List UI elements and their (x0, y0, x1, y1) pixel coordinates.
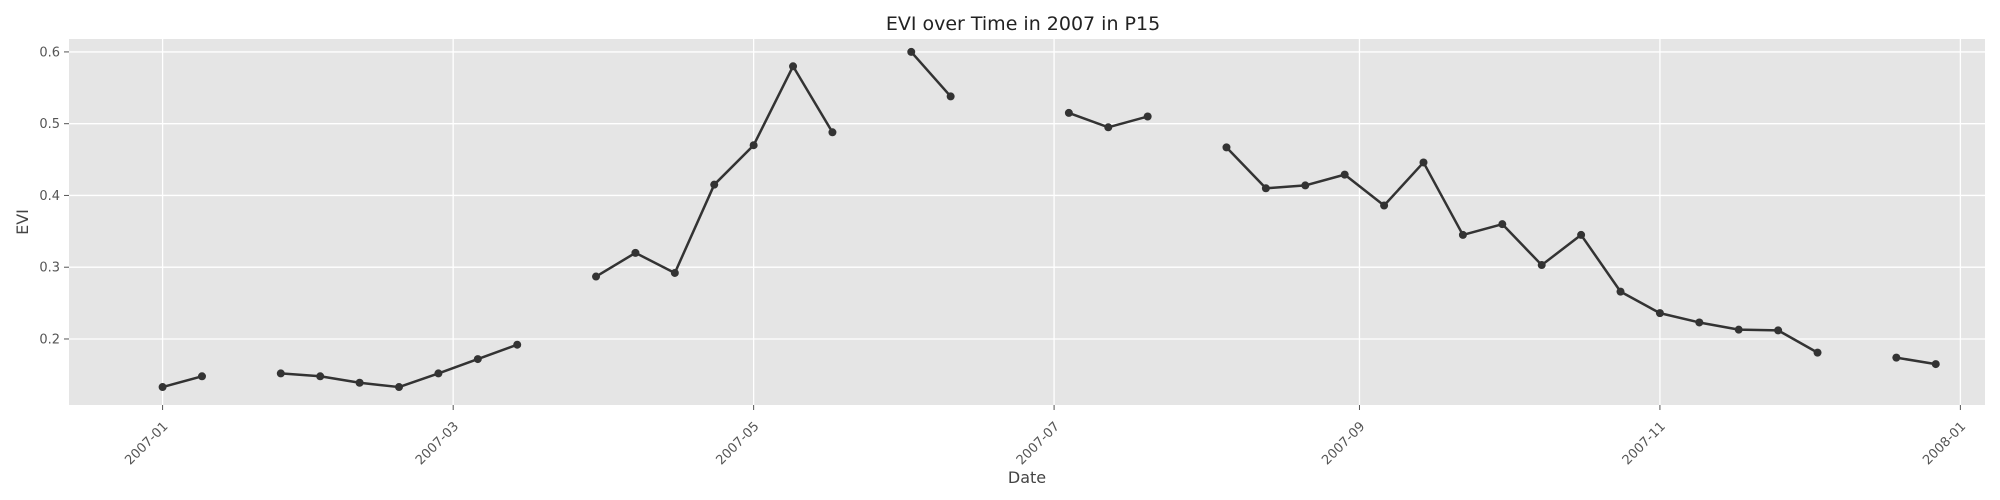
x-tick-label: 2008-01 (1920, 419, 1969, 468)
data-point (1577, 230, 1586, 239)
x-tick-label: 2007-01 (122, 419, 171, 468)
data-point (789, 62, 798, 71)
y-tick-label: 0.3 (39, 261, 60, 276)
data-point (749, 141, 758, 150)
y-tick-label: 0.5 (39, 117, 60, 132)
data-point (1301, 181, 1310, 190)
data-point (1616, 287, 1625, 296)
x-tick-label: 2007-03 (413, 419, 462, 468)
data-point (513, 340, 522, 349)
data-point (1458, 230, 1467, 239)
data-point (1537, 261, 1546, 270)
data-point (1892, 353, 1901, 362)
data-point (434, 369, 443, 378)
grid-lines (69, 39, 1985, 405)
y-axis-label: EVI (13, 209, 32, 235)
data-point (1222, 143, 1231, 152)
x-tick-label: 2007-11 (1620, 419, 1669, 468)
series-line-segment (910, 51, 952, 98)
data-point (158, 383, 167, 392)
data-point (197, 372, 206, 381)
data-point (1931, 360, 1940, 369)
x-tick-label: 2007-05 (713, 419, 762, 468)
data-point (946, 92, 955, 101)
x-axis-label: Date (1008, 468, 1046, 487)
data-point (1655, 309, 1664, 318)
data-point (828, 128, 837, 137)
series-line-segment (1225, 146, 1819, 354)
data-point (355, 378, 364, 387)
y-tick-label: 0.6 (39, 45, 60, 60)
data-point (1261, 184, 1270, 193)
x-axis-ticks: 2007-01 2007-03 2007-05 2007-07 2007-09 2007-… (122, 405, 1969, 468)
data-point (1340, 170, 1349, 179)
series-line-segment (1896, 356, 1936, 366)
data-point (1695, 318, 1704, 327)
data-point (631, 248, 640, 257)
x-tick-label: 2007-07 (1014, 419, 1063, 468)
data-point (1419, 158, 1428, 167)
data-point (316, 372, 325, 381)
y-axis-ticks: 0.2 0.3 0.4 0.5 0.6 (39, 45, 69, 347)
data-series (158, 47, 1940, 392)
y-tick-label: 0.2 (39, 332, 60, 347)
data-point (1104, 123, 1113, 132)
data-point (1774, 326, 1783, 335)
y-tick-label: 0.4 (39, 189, 60, 204)
data-point (1143, 112, 1152, 121)
data-point (1380, 201, 1389, 210)
data-point (1498, 220, 1507, 229)
data-point (276, 369, 285, 378)
data-point (710, 180, 719, 189)
data-point (592, 272, 601, 281)
series-line-segment (162, 375, 203, 389)
data-point (1734, 325, 1743, 334)
plot-area (69, 39, 1985, 405)
data-point (395, 383, 404, 392)
x-tick-label: 2007-09 (1319, 419, 1368, 468)
chart-title: EVI over Time in 2007 in P15 (886, 13, 1160, 35)
data-point (670, 268, 679, 277)
data-point (1064, 108, 1073, 117)
data-point (907, 47, 916, 56)
data-point (473, 355, 482, 364)
data-point (1813, 348, 1822, 357)
